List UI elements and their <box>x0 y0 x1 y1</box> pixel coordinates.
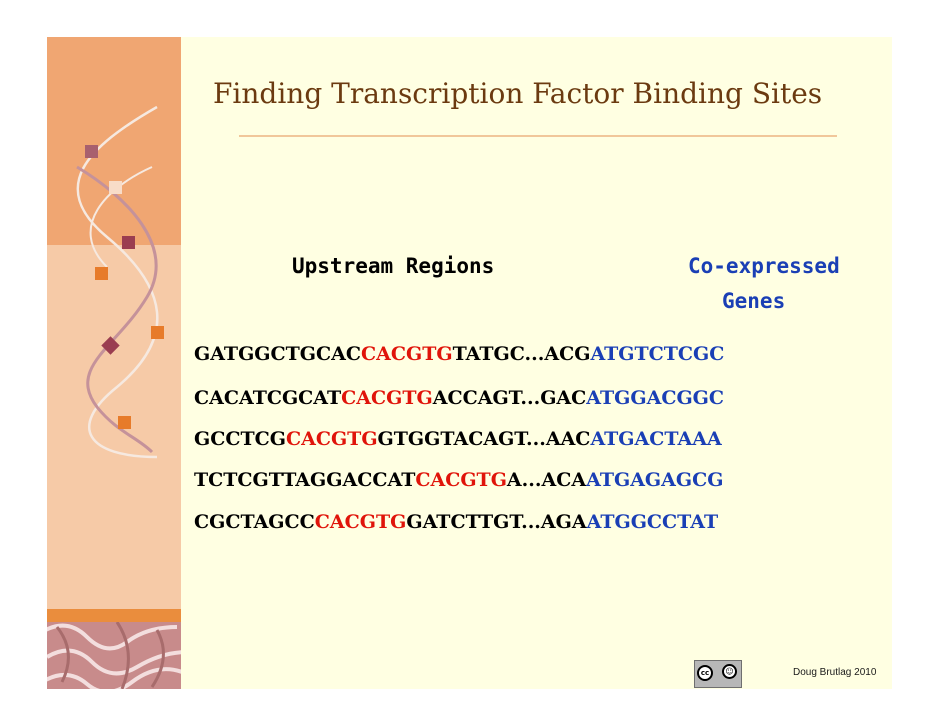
sequence-row: CGCTAGCCCACGTGGATCTTGT...AGAATGGCCTAT <box>194 511 718 533</box>
upstream-sequence: CGCTAGCC <box>194 511 315 533</box>
upstream-sequence: TCTCGTTAGGACCAT <box>194 469 416 491</box>
sequence-row: CACATCGCATCACGTGACCAGT...GACATGGACGGC <box>194 387 724 409</box>
sidebar-texture <box>47 622 181 689</box>
sequence-row: TCTCGTTAGGACCATCACGTGA...ACAATGAGAGCG <box>194 469 723 491</box>
page-title: Finding Transcription Factor Binding Sit… <box>213 77 823 110</box>
title-divider <box>239 135 837 137</box>
upstream-sequence-tail: A...ACA <box>506 469 587 491</box>
creative-commons-icon: cc <box>697 665 713 681</box>
gene-start: ATGAGAGCG <box>586 469 724 491</box>
upstream-sequence: CACATCGCAT <box>194 387 342 409</box>
gene-start: ATGTCTCGC <box>590 343 725 365</box>
upstream-sequence-tail: GTGGTACAGT...AAC <box>377 428 591 450</box>
coexpressed-genes-header: Co-expressed <box>688 254 840 278</box>
upstream-sequence-tail: TATGC...ACG <box>452 343 591 365</box>
slide: Finding Transcription Factor Binding Sit… <box>47 37 892 689</box>
author-credit: Doug Brutlag 2010 <box>793 667 877 678</box>
upstream-sequence: GCCTCG <box>194 428 286 450</box>
upstream-sequence: GATGGCTGCAC <box>194 343 361 365</box>
sequence-row: GCCTCGCACGTGGTGGTACAGT...AACATGACTAAA <box>194 428 722 450</box>
gene-start: ATGGCCTAT <box>586 511 719 533</box>
sequence-row: GATGGCTGCACCACGTGTATGC...ACGATGTCTCGC <box>194 343 724 365</box>
dna-helix-decoration <box>76 105 164 459</box>
upstream-sequence-tail: ACCAGT...GAC <box>432 387 587 409</box>
binding-motif: CACGTG <box>415 469 507 491</box>
binding-motif: CACGTG <box>314 511 407 533</box>
gene-start: ATGACTAAA <box>590 428 722 450</box>
attribution-icon: ☺ <box>722 664 737 679</box>
license-badge: cc ☺ <box>694 660 742 688</box>
coexpressed-genes-header-line2: Genes <box>722 289 786 313</box>
upstream-regions-header: Upstream Regions <box>292 254 495 278</box>
binding-motif: CACGTG <box>285 428 378 450</box>
gene-start: ATGGACGGC <box>586 387 725 409</box>
decorative-sidebar <box>47 37 181 689</box>
binding-motif: CACGTG <box>341 387 433 409</box>
upstream-sequence-tail: GATCTTGT...AGA <box>406 511 587 533</box>
binding-motif: CACGTG <box>361 343 453 365</box>
